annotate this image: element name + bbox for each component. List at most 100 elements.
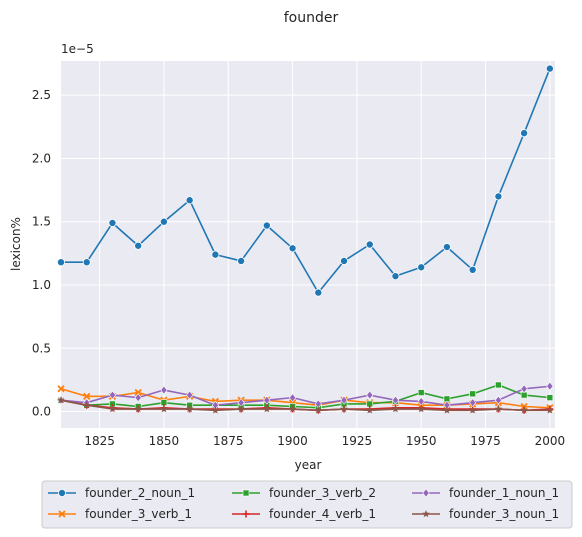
x-tick-label: 1825 (84, 434, 115, 448)
y-axis-label: lexicon% (9, 217, 23, 271)
data-point (468, 265, 477, 274)
data-point (546, 381, 554, 391)
data-point (211, 406, 220, 414)
data-point (288, 405, 297, 413)
data-point (134, 393, 142, 403)
data-point (83, 392, 91, 400)
legend-marker (58, 510, 66, 518)
data-point (134, 405, 142, 413)
legend-marker (422, 510, 430, 518)
legend-label: founder_4_verb_1 (269, 507, 376, 521)
data-point (108, 218, 117, 227)
series-founder_3_noun_1 (57, 396, 554, 414)
data-point (237, 256, 246, 265)
data-point (366, 390, 374, 400)
data-point (443, 406, 451, 414)
data-point (185, 405, 194, 413)
x-axis-ticks: 1825 1850 1875 1900 1925 1950 1975 2000 (84, 434, 565, 448)
data-point (494, 405, 503, 413)
series-line (60, 384, 550, 409)
series-founder_2_noun_1 (57, 64, 554, 297)
x-tick-label: 1950 (406, 434, 437, 448)
data-point (185, 196, 194, 205)
legend-marker (242, 510, 250, 518)
data-point (159, 217, 168, 226)
data-point (108, 390, 117, 400)
data-point (237, 405, 245, 413)
x-tick-label: 1900 (277, 434, 308, 448)
data-point (82, 258, 91, 267)
y-tick-label: 2.5 (32, 88, 51, 102)
legend-label: founder_3_verb_2 (269, 486, 376, 500)
data-point (288, 393, 297, 403)
data-point (314, 406, 323, 414)
data-point (417, 405, 426, 413)
data-point (442, 243, 451, 252)
x-tick-label: 1875 (213, 434, 244, 448)
data-point (340, 256, 349, 265)
data-point (340, 405, 348, 413)
data-point (160, 405, 168, 413)
legend-item: founder_3_verb_2 (232, 486, 376, 500)
y-axis-ticks: 0.0 0.5 1.0 1.5 2.0 2.5 (32, 88, 51, 418)
data-point (340, 395, 348, 405)
legend: founder_2_noun_1 founder_3_verb_1 founder_… (41, 480, 573, 529)
y-tick-label: 2.0 (32, 151, 51, 165)
x-tick-label: 2000 (535, 434, 566, 448)
series-line (60, 385, 550, 407)
data-point (495, 381, 502, 389)
y-scale-label: 1e−5 (61, 42, 94, 56)
plot-area (61, 61, 555, 428)
data-point (134, 241, 143, 250)
data-point (57, 258, 66, 267)
data-point (546, 394, 554, 401)
data-point (365, 240, 374, 249)
data-point (262, 221, 271, 230)
legend-label: founder_3_noun_1 (449, 507, 559, 521)
data-point (57, 396, 65, 404)
data-point (391, 405, 400, 413)
data-point (520, 384, 528, 394)
data-point (391, 395, 400, 405)
x-tick-label: 1925 (342, 434, 373, 448)
legend-label: founder_1_noun_1 (449, 486, 559, 500)
data-point (263, 395, 271, 405)
legend-marker (422, 488, 430, 498)
grid-lines (61, 61, 555, 428)
data-point (520, 406, 528, 414)
series-layer (57, 64, 554, 414)
series-line (60, 388, 550, 409)
data-point (520, 129, 529, 138)
data-point (288, 244, 297, 253)
data-point (314, 288, 323, 297)
data-point (494, 192, 503, 201)
data-point (546, 406, 554, 414)
data-point (468, 406, 477, 414)
x-tick-label: 1975 (470, 434, 501, 448)
data-point (211, 250, 220, 259)
data-point (82, 401, 91, 409)
data-point (545, 64, 554, 73)
x-tick-label: 1850 (149, 434, 180, 448)
data-point (391, 272, 400, 281)
data-point (186, 390, 194, 400)
data-point (494, 395, 502, 405)
legend-item: founder_3_verb_1 (48, 507, 192, 521)
x-axis-label: year (295, 458, 322, 472)
chart-title: founder (284, 10, 339, 26)
legend-marker (242, 489, 250, 497)
data-point (57, 385, 65, 393)
data-point (417, 389, 425, 396)
data-point (469, 390, 476, 398)
y-tick-label: 1.0 (32, 278, 51, 292)
legend-label: founder_2_noun_1 (85, 486, 195, 500)
y-tick-label: 0.0 (32, 405, 51, 419)
data-point (160, 385, 168, 395)
data-point (134, 388, 142, 397)
series-line (60, 399, 550, 412)
data-point (108, 405, 117, 413)
y-tick-label: 0.5 (32, 341, 51, 355)
legend-item: founder_1_noun_1 (412, 486, 559, 500)
legend-item: founder_2_noun_1 (48, 486, 195, 500)
